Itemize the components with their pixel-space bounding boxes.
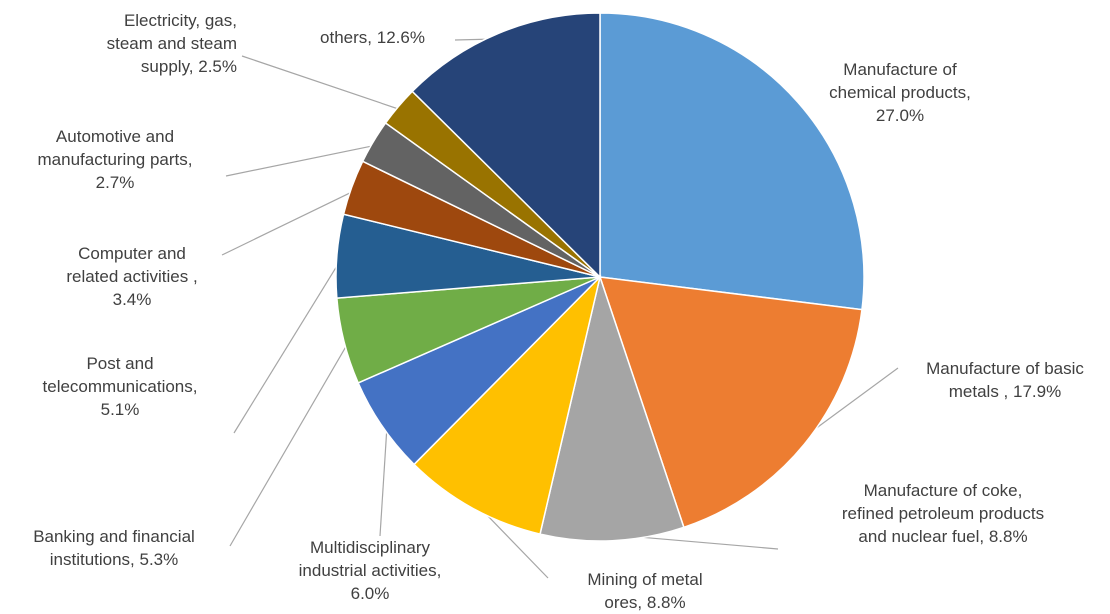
pie-slice-0	[599, 12, 865, 311]
slice-label-post-telecom: Post and telecommunications, 5.1%	[42, 354, 198, 419]
slice-label-banking: Banking and financial institutions, 5.3%	[33, 527, 195, 569]
leader-line-5	[229, 339, 351, 547]
leader-line-8	[225, 144, 379, 177]
leader-line-7	[221, 188, 358, 256]
slice-label-multidisciplinary: Multidisciplinary industrial activities,…	[298, 538, 442, 603]
pie-slice-2	[539, 274, 685, 542]
leader-line-4	[379, 422, 388, 537]
slice-label-electricity: Electricity, gas, steam and steam supply…	[106, 11, 237, 76]
slice-label-others: others, 12.6%	[320, 28, 425, 47]
leader-line-6	[233, 256, 344, 434]
pie-slice-1	[598, 276, 863, 529]
slice-label-coke-petroleum: Manufacture of coke, refined petroleum p…	[841, 481, 1045, 546]
slice-label-mining-metal-ores: Mining of metal ores, 8.8%	[587, 570, 703, 612]
slice-label-automotive: Automotive and manufacturing parts, 2.7%	[37, 127, 193, 192]
slice-label-chemical-products: Manufacture of chemical products, 27.0%	[829, 60, 971, 125]
slice-label-computer: Computer and related activities , 3.4%	[66, 244, 198, 309]
pie-slice-10	[411, 12, 601, 279]
leader-line-9	[241, 55, 404, 112]
pie-slice-3	[412, 274, 602, 536]
pie-slices	[335, 12, 865, 542]
slice-label-basic-metals: Manufacture of basic metals , 17.9%	[926, 359, 1084, 401]
